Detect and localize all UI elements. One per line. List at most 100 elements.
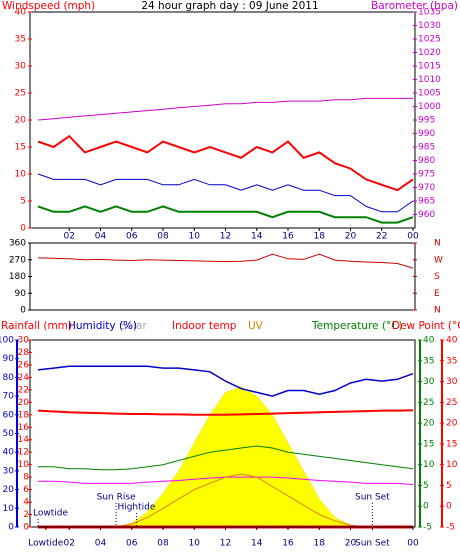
x-tick-label: 04 [95, 539, 107, 549]
x-tick-label: Lowtide [28, 539, 63, 549]
series-line [37, 409, 414, 416]
y-tick-label: 10 [18, 460, 30, 470]
y-tick-label: 26 [18, 360, 30, 370]
x-tick-label: 10 [189, 539, 201, 549]
y-tick-label: 0 [23, 523, 29, 533]
x-tick-label: 20 [345, 232, 357, 242]
y-tick-label: 5 [20, 197, 26, 207]
y-tick-label: 40 [3, 448, 15, 458]
x-tick-label: 06 [126, 539, 138, 549]
y-tick-label: 0 [8, 523, 14, 533]
y-tick-label: 0 [20, 306, 26, 316]
y-tick-label: 90 [3, 354, 15, 364]
axis-label: Temperature (°C) [311, 320, 403, 332]
x-tick-label: 08 [157, 232, 169, 242]
y-tick-label: 14 [18, 435, 30, 445]
y-tick-label: 30 [18, 336, 30, 346]
y-tick-label: 4 [23, 498, 29, 508]
axis-label: Rainfall (mm) [1, 320, 72, 332]
x-tick-label: 08 [157, 539, 169, 549]
y-tick-label: 1020 [418, 48, 441, 58]
y-tick-label: 60 [3, 410, 15, 420]
y-tick-label: 970 [418, 183, 435, 193]
y-tick-label: 40 [423, 336, 435, 346]
x-tick-label: 04 [95, 232, 107, 242]
y-tick-label: 0 [423, 502, 429, 512]
x-tick-label: Sun Set [355, 539, 390, 549]
y-tick-label: 30 [423, 377, 435, 387]
y-tick-label: 985 [418, 143, 435, 153]
y-tick-label: 995 [418, 116, 435, 126]
y-tick-label: S [434, 272, 440, 282]
y-tick-label: 50 [3, 429, 15, 439]
x-tick-label: 00 [407, 539, 419, 549]
y-tick-label: 30 [3, 466, 15, 476]
y-tick-label: 30 [446, 377, 458, 387]
annotation: Sun Set [355, 493, 390, 503]
y-tick-label: 20 [446, 419, 458, 429]
y-tick-label: 6 [23, 485, 29, 495]
y-tick-label: 25 [446, 398, 457, 408]
x-tick-label: 18 [314, 232, 326, 242]
annotation: Lowtide [33, 509, 68, 519]
y-tick-label: 12 [18, 448, 29, 458]
series-label: Indoor temp [172, 320, 237, 332]
y-tick-label: 20 [18, 398, 30, 408]
y-tick-label: W [434, 255, 443, 265]
y-tick-label: 5 [423, 481, 429, 491]
series-line [37, 365, 414, 397]
y-tick-label: 975 [418, 170, 435, 180]
x-tick-label: 16 [282, 232, 294, 242]
y-tick-label: 22 [18, 385, 29, 395]
y-tick-label: 20 [15, 116, 27, 126]
axis-label: Dew Point (°C) [392, 320, 460, 332]
y-tick-label: 965 [418, 197, 435, 207]
y-tick-label: 960 [418, 210, 435, 220]
y-tick-label: 1015 [418, 62, 441, 72]
y-tick-label: 24 [18, 373, 30, 383]
x-tick-label: 00 [407, 232, 419, 242]
y-tick-label: 35 [446, 356, 457, 366]
y-tick-label: 20 [423, 419, 435, 429]
y-tick-label: 80 [3, 373, 15, 383]
axis-label: Humidity (%) [68, 320, 137, 332]
y-tick-label: 0 [20, 224, 26, 234]
y-tick-label: -5 [446, 523, 455, 533]
x-tick-label: 12 [220, 232, 231, 242]
y-tick-label: 15 [423, 439, 434, 449]
series-line [37, 134, 414, 192]
x-tick-label: 20 [345, 539, 357, 549]
plot-frame [29, 339, 416, 528]
y-tick-label: 10 [15, 170, 27, 180]
series-line [37, 97, 413, 121]
y-tick-label: 15 [15, 143, 26, 153]
y-tick-label: 980 [418, 156, 435, 166]
x-tick-label: 02 [64, 232, 75, 242]
y-tick-label: 10 [446, 460, 458, 470]
y-tick-label: 70 [3, 392, 15, 402]
y-tick-label: 30 [15, 62, 27, 72]
series-label: Solar [120, 320, 147, 332]
annotation: Sun Rise [97, 493, 136, 503]
x-tick-label: 06 [126, 232, 138, 242]
annotation: Hightide [117, 503, 155, 513]
y-tick-label: E [434, 289, 440, 299]
y-tick-label: 35 [423, 356, 434, 366]
axis-label: Barometer (hpa) [371, 0, 458, 12]
y-tick-label: 25 [423, 398, 434, 408]
y-tick-label: 5 [446, 481, 452, 491]
series-line [37, 173, 414, 213]
y-tick-label: 180 [9, 272, 26, 282]
title: 24 hour graph day : 09 June 2011 [141, 0, 318, 12]
x-tick-label: 02 [64, 539, 75, 549]
y-tick-label: N [434, 306, 441, 316]
y-tick-label: 40 [446, 336, 458, 346]
x-tick-label: 16 [282, 539, 294, 549]
x-tick-label: 14 [251, 539, 263, 549]
y-tick-label: 10 [3, 504, 15, 514]
y-tick-label: 40 [15, 8, 27, 18]
y-tick-label: 1030 [418, 21, 441, 31]
y-tick-label: 270 [9, 255, 26, 265]
x-tick-label: 12 [220, 539, 231, 549]
